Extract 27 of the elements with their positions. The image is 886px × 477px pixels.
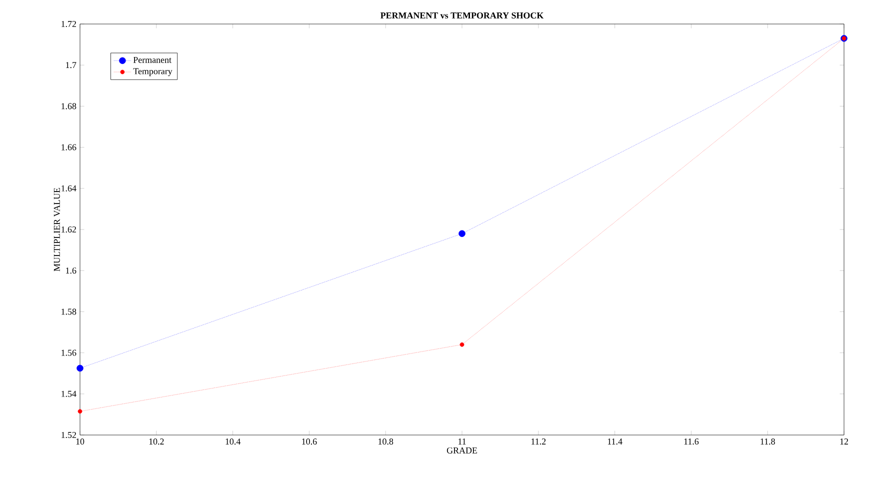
y-tick-label: 1.6 xyxy=(66,268,76,274)
y-tick-label: 1.58 xyxy=(62,308,76,315)
x-tick-label: 11.8 xyxy=(760,438,775,445)
y-tick-label: 1.66 xyxy=(62,144,76,150)
y-tick-label: 1.64 xyxy=(62,185,76,192)
x-tick-label: 11 xyxy=(458,438,466,444)
x-tick-label: 10.8 xyxy=(378,438,394,445)
chart-title: PERMANENT vs TEMPORARY SHOCK xyxy=(380,12,544,19)
y-axis-title: MULTIPLIER VALUE xyxy=(54,188,60,272)
x-tick-label: 11.6 xyxy=(684,438,699,445)
x-tick-label: 11.2 xyxy=(532,438,546,445)
x-tick-label: 10.2 xyxy=(149,438,164,445)
x-axis-title: GRADE xyxy=(446,447,477,454)
y-tick-label: 1.54 xyxy=(62,390,76,397)
legend-label: Permanent xyxy=(133,56,172,63)
legend-label: Temporary xyxy=(133,68,172,76)
y-tick-label: 1.7 xyxy=(66,62,76,68)
x-tick-label: 12 xyxy=(840,438,848,444)
x-tick-label: 10.4 xyxy=(226,438,241,445)
x-tick-label: 10.6 xyxy=(302,438,317,445)
x-tick-label: 10 xyxy=(76,438,84,445)
y-tick-label: 1.62 xyxy=(62,226,76,233)
y-tick-label: 1.56 xyxy=(62,350,76,356)
x-tick-label: 11.4 xyxy=(608,438,622,445)
y-tick-label: 1.68 xyxy=(62,103,76,110)
y-tick-label: 1.72 xyxy=(62,20,76,28)
y-tick-label: 1.52 xyxy=(62,432,76,438)
